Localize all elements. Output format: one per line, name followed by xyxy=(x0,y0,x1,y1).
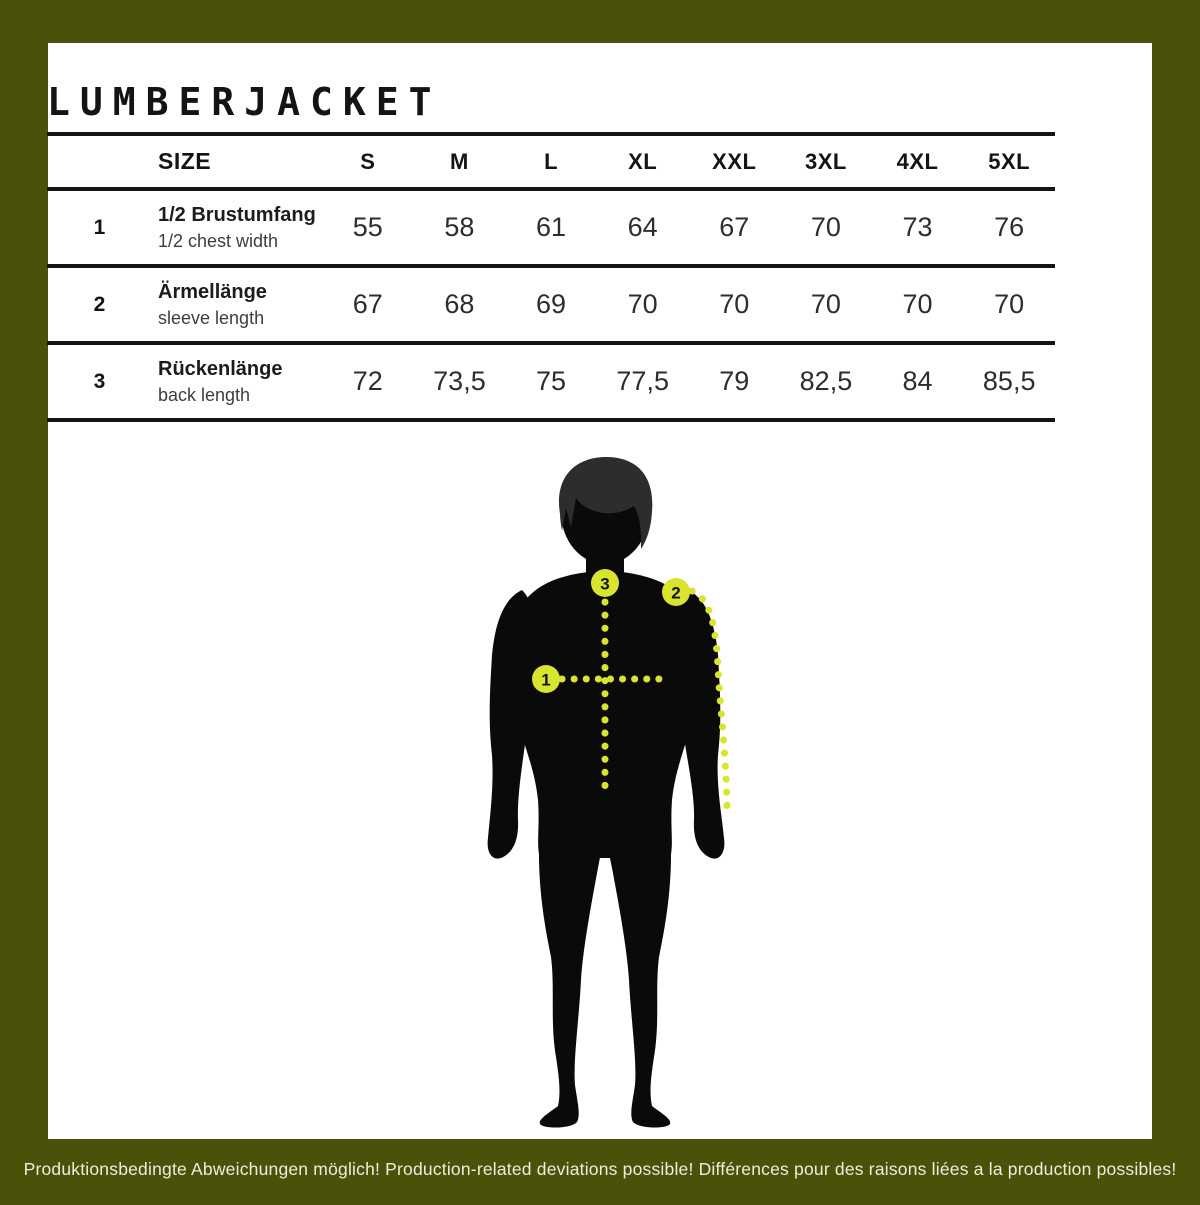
row-index: 3 xyxy=(93,369,106,393)
value-cell: 70 xyxy=(810,289,841,319)
table-row-sleeve-length: 2 Ärmellänge sleeve length 67 68 69 70 7… xyxy=(47,268,1055,345)
marker-2-sleeve: 2 xyxy=(662,578,690,606)
value-cell: 73,5 xyxy=(433,366,486,396)
value-cell: 75 xyxy=(536,366,567,396)
row-label: Ärmellänge sleeve length xyxy=(152,278,322,330)
silhouette-left-leg xyxy=(538,820,605,1128)
production-notice: Produktionsbedingte Abweichungen möglich… xyxy=(23,1159,1177,1179)
row-label-de: 1/2 Brustumfang xyxy=(158,204,316,227)
value-cell: 68 xyxy=(444,289,475,319)
row-label: 1/2 Brustumfang 1/2 chest width xyxy=(152,201,322,253)
size-col-s: S xyxy=(360,148,376,174)
row-label-en: back length xyxy=(158,385,251,406)
value-cell: 79 xyxy=(719,366,750,396)
footer-bar: Produktionsbedingte Abweichungen möglich… xyxy=(0,1139,1200,1200)
page-title: LUMBERJACKET xyxy=(47,80,442,125)
row-index: 2 xyxy=(93,292,106,316)
silhouette-left-arm xyxy=(487,590,536,859)
marker-1-chest: 1 xyxy=(532,665,560,693)
size-col-m: M xyxy=(450,148,469,174)
value-cell: 67 xyxy=(352,289,383,319)
size-col-l: L xyxy=(544,148,559,174)
value-cell: 58 xyxy=(444,212,475,242)
table-row-chest-width: 1 1/2 Brustumfang 1/2 chest width 55 58 … xyxy=(47,191,1055,268)
value-cell: 69 xyxy=(536,289,567,319)
silhouette-right-arm xyxy=(674,590,725,859)
row-index: 1 xyxy=(93,215,106,239)
value-cell: 84 xyxy=(902,366,933,396)
marker-3-label: 3 xyxy=(600,575,609,594)
silhouette-torso xyxy=(512,572,698,858)
size-col-xxl: XXL xyxy=(712,148,757,174)
row-label-en: 1/2 chest width xyxy=(158,231,279,252)
value-cell: 85,5 xyxy=(982,366,1036,396)
size-table-header-row: SIZE S M L XL XXL 3XL 4XL 5XL xyxy=(47,136,1055,191)
size-col-3xl: 3XL xyxy=(805,148,847,174)
value-cell: 73 xyxy=(902,212,933,242)
value-cell: 70 xyxy=(719,289,750,319)
value-cell: 72 xyxy=(352,366,383,396)
size-header-label: SIZE xyxy=(158,148,212,174)
value-cell: 82,5 xyxy=(799,366,853,396)
value-cell: 61 xyxy=(536,212,567,242)
value-cell: 70 xyxy=(627,289,658,319)
size-table: SIZE S M L XL XXL 3XL 4XL 5XL 1 1/2 Brus… xyxy=(47,132,1055,422)
value-cell: 70 xyxy=(902,289,933,319)
row-label-en: sleeve length xyxy=(158,308,265,329)
row-label: Rückenlänge back length xyxy=(152,355,322,407)
size-col-xl: XL xyxy=(628,148,658,174)
value-cell: 64 xyxy=(627,212,658,242)
row-label-de: Ärmellänge xyxy=(158,281,267,304)
size-col-5xl: 5XL xyxy=(988,148,1031,174)
marker-3-back: 3 xyxy=(591,569,619,597)
silhouette-right-leg xyxy=(605,820,672,1128)
value-cell: 70 xyxy=(994,289,1025,319)
table-row-back-length: 3 Rückenlänge back length 72 73,5 75 77,… xyxy=(47,345,1055,422)
value-cell: 76 xyxy=(994,212,1025,242)
row-label-de: Rückenlänge xyxy=(158,358,283,381)
size-col-4xl: 4XL xyxy=(896,148,939,174)
silhouette-hair xyxy=(559,456,653,549)
value-cell: 55 xyxy=(352,212,383,242)
value-cell: 77,5 xyxy=(616,366,669,396)
marker-2-label: 2 xyxy=(671,584,680,603)
marker-1-label: 1 xyxy=(541,671,550,690)
sleeve-length-line xyxy=(688,587,731,810)
value-cell: 70 xyxy=(810,212,841,242)
value-cell: 67 xyxy=(719,212,750,242)
